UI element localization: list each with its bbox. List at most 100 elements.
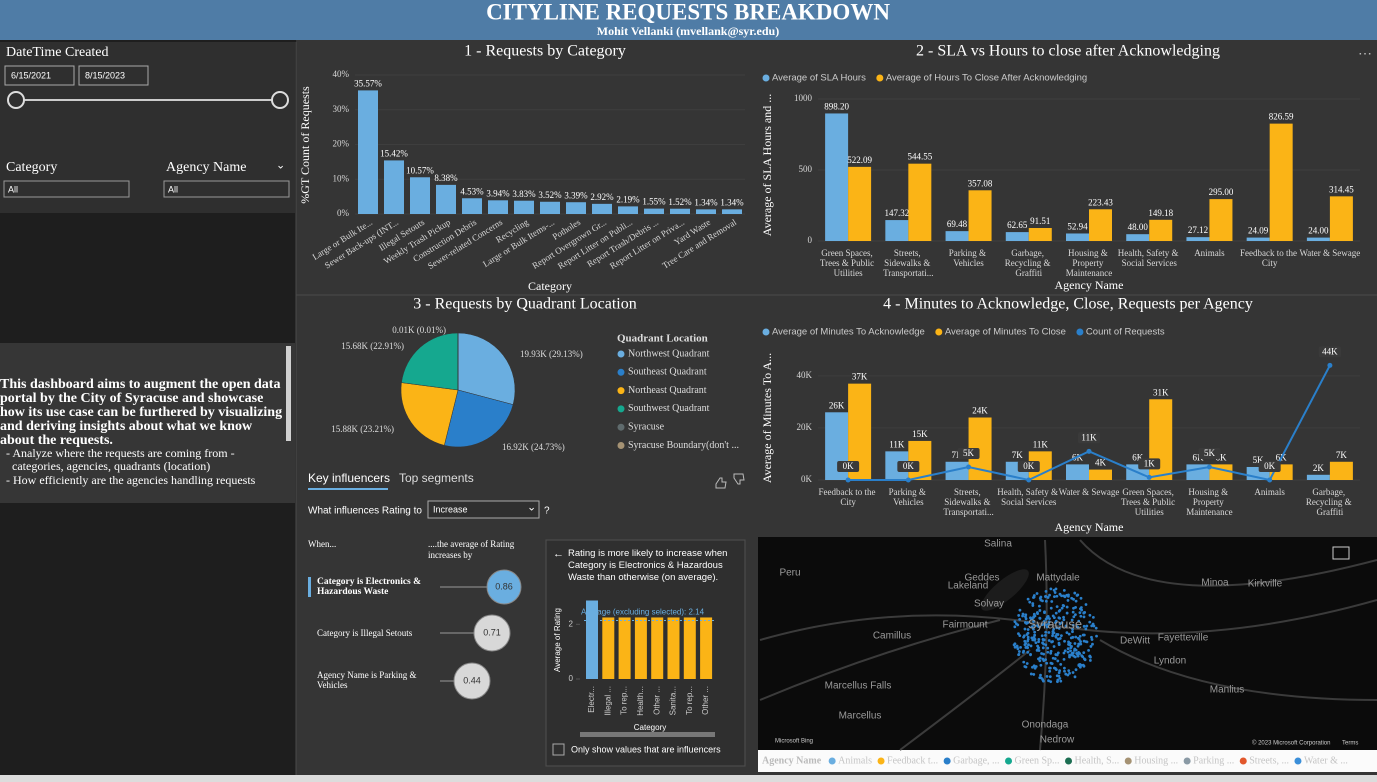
map-point[interactable] [1025, 622, 1028, 625]
influencer-label[interactable]: Category is Electronics & Hazardous Wast… [317, 577, 422, 597]
map-point[interactable] [1061, 603, 1065, 607]
map-point[interactable] [1042, 679, 1045, 683]
map-point[interactable] [1095, 634, 1098, 638]
date-input[interactable] [78, 65, 149, 86]
map-point[interactable] [1021, 614, 1025, 618]
map-point[interactable] [1023, 627, 1027, 631]
map-point[interactable] [1040, 652, 1043, 655]
map-point[interactable] [1013, 620, 1017, 624]
map-point[interactable] [1032, 620, 1035, 623]
map-point[interactable] [1058, 622, 1062, 626]
map-point[interactable] [1067, 640, 1070, 644]
map-point[interactable] [1055, 594, 1059, 598]
map-point[interactable] [1029, 652, 1032, 656]
map-point[interactable] [1091, 642, 1094, 646]
map-point[interactable] [1039, 673, 1042, 677]
map-point[interactable] [1055, 626, 1059, 630]
map-point[interactable] [1032, 627, 1035, 631]
map-focus-icon[interactable] [1332, 546, 1350, 560]
map-point[interactable] [1048, 669, 1052, 673]
map-point[interactable] [1042, 622, 1046, 626]
map-point[interactable] [1032, 612, 1036, 616]
map-point[interactable] [1078, 665, 1082, 669]
map-point[interactable] [1054, 653, 1058, 656]
map-point[interactable] [1057, 637, 1061, 641]
map-point[interactable] [1071, 610, 1075, 614]
map-point[interactable] [1042, 638, 1045, 642]
map-point[interactable] [1058, 616, 1062, 620]
map-point[interactable] [1037, 640, 1040, 644]
map-point[interactable] [1060, 606, 1064, 610]
map-point[interactable] [1054, 611, 1058, 615]
map-point[interactable] [1054, 619, 1058, 623]
dropdown[interactable] [3, 180, 130, 198]
map-point[interactable] [1022, 634, 1026, 638]
map-point[interactable] [1029, 644, 1033, 648]
map-point[interactable] [1033, 630, 1037, 634]
map-point[interactable] [1018, 608, 1022, 612]
map-point[interactable] [1037, 638, 1041, 641]
map-point[interactable] [1084, 603, 1088, 606]
map-point[interactable] [1047, 622, 1051, 626]
map-point[interactable] [1030, 625, 1034, 629]
map-point[interactable] [1063, 595, 1067, 599]
map-point[interactable] [1079, 607, 1082, 611]
map-point[interactable] [1069, 646, 1073, 650]
map-point[interactable] [1031, 638, 1035, 642]
map-point[interactable] [1025, 662, 1029, 665]
map-point[interactable] [1047, 631, 1051, 634]
map-point[interactable] [1046, 596, 1050, 599]
map-point[interactable] [1049, 587, 1053, 591]
map-point[interactable] [1032, 673, 1036, 676]
checkbox[interactable] [552, 743, 565, 756]
map-point[interactable] [1038, 676, 1042, 680]
map-point[interactable] [1057, 641, 1061, 645]
map-point[interactable] [1045, 661, 1049, 665]
map-point[interactable] [1016, 647, 1020, 651]
map-point[interactable] [1081, 633, 1085, 637]
map-point[interactable] [1076, 653, 1079, 656]
map-point[interactable] [1083, 610, 1087, 614]
map-point[interactable] [1058, 608, 1062, 612]
map-point[interactable] [1048, 617, 1051, 621]
map-point[interactable] [1026, 650, 1030, 654]
map-point[interactable] [1032, 623, 1036, 627]
map-point[interactable] [1065, 605, 1069, 609]
map-point[interactable] [1041, 646, 1045, 650]
influencer-bubble[interactable] [486, 569, 522, 605]
map-point[interactable] [1070, 651, 1074, 655]
map-point[interactable] [1054, 635, 1058, 639]
map-point[interactable] [1088, 659, 1092, 662]
map-point[interactable] [1062, 651, 1066, 655]
map-point[interactable] [1033, 666, 1037, 670]
map-point[interactable] [1053, 595, 1056, 598]
map-point[interactable] [1052, 588, 1056, 592]
map-point[interactable] [1032, 596, 1035, 599]
map-point[interactable] [1078, 634, 1082, 638]
map-point[interactable] [1094, 626, 1098, 630]
map-point[interactable] [1082, 651, 1086, 655]
map-point[interactable] [1044, 595, 1047, 598]
map-point[interactable] [1022, 660, 1026, 664]
map-point[interactable] [1058, 669, 1062, 673]
map-point[interactable] [1014, 622, 1018, 626]
map-point[interactable] [1062, 657, 1066, 661]
map-point[interactable] [1075, 594, 1079, 597]
map-point[interactable] [1052, 628, 1055, 631]
map-point[interactable] [1063, 666, 1066, 670]
map-point[interactable] [1073, 648, 1076, 652]
map-point[interactable] [1013, 645, 1017, 649]
map-point[interactable] [1072, 615, 1076, 619]
map-point[interactable] [1077, 637, 1081, 641]
map-point[interactable] [1090, 638, 1094, 641]
map-point[interactable] [1074, 599, 1078, 603]
map-point[interactable] [1048, 593, 1051, 597]
map-point[interactable] [1078, 652, 1082, 655]
map-point[interactable] [1017, 614, 1021, 617]
map-point[interactable] [1066, 647, 1070, 651]
map-point[interactable] [1089, 645, 1093, 648]
map-point[interactable] [1032, 635, 1036, 639]
map-point[interactable] [1056, 680, 1059, 684]
map-point[interactable] [1050, 640, 1054, 644]
map-point[interactable] [1062, 618, 1066, 622]
